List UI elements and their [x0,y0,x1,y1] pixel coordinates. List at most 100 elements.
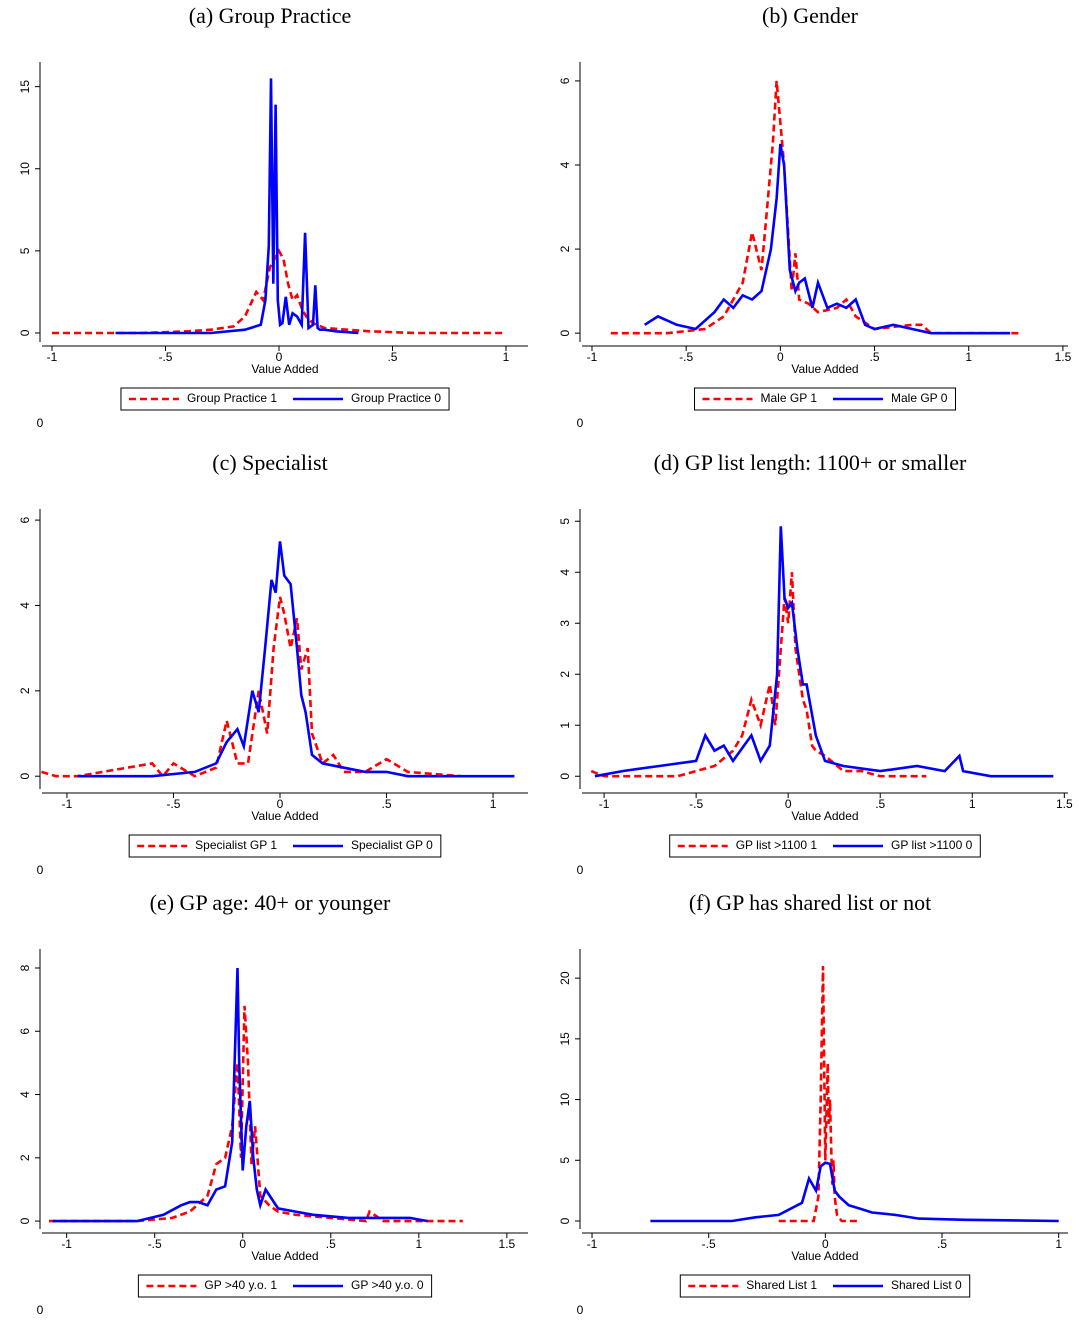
chart-title: (b) Gender [762,3,859,28]
y-tick-label: 6 [558,77,572,84]
density-line [644,143,1011,335]
y-tick-label: 0 [558,1217,572,1224]
x-tick-label: .5 [382,797,392,811]
y-tick-label: 2 [558,245,572,252]
x-tick-label: .5 [326,1237,336,1251]
density-line [52,967,428,1223]
panel: (e) GP age: 40+ or younger 0 2 4 6 8 -1 -.5 0 .5 1… [18,890,528,1317]
legend-box [669,834,981,858]
x-tick-label: -1 [61,1237,72,1251]
x-tick-label: -1 [587,1237,598,1251]
x-tick-label: -.5 [679,350,693,364]
x-tick-label: 1 [965,350,972,364]
panel: (c) Specialist 0 2 4 6 -1 -.5 0 .5 1 Value Added Sp… [18,450,528,877]
legend-label: Specialist GP 0 [351,838,433,852]
y-tick-label: 0 [18,1217,32,1224]
x-axis-label: Value Added [791,362,858,376]
y-tick-label: 3 [558,620,572,627]
panel: (d) GP list length: 1100+ or smaller 0 1 2 3… [558,450,1073,877]
x-tick-label: 0 [822,1237,829,1251]
note: 0 [37,863,44,877]
y-tick-label: 10 [558,1093,572,1107]
y-tick-label: 1 [558,722,572,729]
x-tick-label: .5 [387,350,397,364]
x-tick-label: 0 [785,797,792,811]
x-tick-label: 1.5 [499,1237,516,1251]
legend-label: Male GP 0 [891,391,948,405]
y-tick-label: 4 [18,1091,32,1098]
density-line [49,1005,463,1223]
legend-box [679,1274,971,1298]
x-tick-label: 1 [503,350,510,364]
legend-label: GP >40 y.o. 0 [351,1278,424,1292]
y-tick-label: 4 [18,602,32,609]
density-line [594,526,1054,778]
x-axis-label: Value Added [251,1249,318,1263]
legend: Shared List 1 Shared List 0 [679,1274,971,1298]
x-tick-label: 1 [969,797,976,811]
y-tick-label: 4 [558,161,572,168]
x-tick-label: 1.5 [1055,350,1072,364]
x-axis-label: Value Added [251,362,318,376]
x-tick-label: 0 [239,1237,246,1251]
legend-label: Shared List 1 [746,1278,817,1292]
density-line [115,78,359,335]
x-tick-label: 1 [415,1237,422,1251]
x-tick-label: -.5 [702,1237,716,1251]
density-line [77,541,515,778]
y-tick-label: 8 [18,964,32,971]
legend: GP list >1100 1 GP list >1100 0 [669,834,981,858]
x-tick-label: .5 [875,797,885,811]
x-tick-label: .5 [937,1237,947,1251]
x-tick-label: -.5 [148,1237,162,1251]
note: 0 [577,416,584,430]
density-line [52,248,506,335]
chart-title: (a) Group Practice [189,3,351,28]
chart-title: (e) GP age: 40+ or younger [150,890,391,915]
density-line [650,1161,1059,1223]
legend: GP >40 y.o. 1 GP >40 y.o. 0 [137,1274,433,1298]
legend-label: Group Practice 1 [187,391,277,405]
y-tick-label: 5 [558,1157,572,1164]
note: 0 [37,416,44,430]
x-axis-label: Value Added [791,1249,858,1263]
y-tick-label: 4 [558,569,572,576]
x-tick-label: 0 [777,350,784,364]
legend-label: Shared List 0 [891,1278,962,1292]
x-tick-label: -1 [47,350,58,364]
y-tick-label: 15 [18,80,32,94]
panel: (f) GP has shared list or not05101520-1-… [558,890,1068,1317]
y-tick-label: 5 [558,518,572,525]
chart-title: (c) Specialist [212,450,327,475]
y-tick-label: 2 [18,1154,32,1161]
y-tick-label: 5 [18,247,32,254]
density-line [778,965,861,1223]
x-tick-label: -1 [62,797,73,811]
y-tick-label: 6 [18,516,32,523]
legend: Specialist GP 1 Specialist GP 0 [128,834,442,858]
x-tick-label: 1 [1055,1237,1062,1251]
legend-box [128,834,442,858]
legend-box [137,1274,433,1298]
legend-box [694,387,956,411]
legend-label: GP list >1100 0 [891,838,973,852]
y-tick-label: 6 [18,1028,32,1035]
panel: (b) Gender 0 2 4 6 -1 -.5 0 .5 1 1.5 Value Added Mal… [558,3,1071,430]
legend: Male GP 1 Male GP 0 [694,387,956,411]
panel: (a) Group Practice 0 5 10 15 -1 -.5 0 .5 1 Value A… [18,3,528,430]
y-tick-label: 15 [558,1032,572,1046]
legend: Group Practice 1 Group Practice 0 [120,387,450,411]
density-line [590,572,927,778]
legend-label: Specialist GP 1 [195,838,277,852]
x-tick-label: -.5 [158,350,172,364]
x-tick-label: 1 [490,797,497,811]
note: 0 [577,1303,584,1317]
y-tick-label: 2 [558,671,572,678]
legend-label: GP list >1100 1 [736,838,818,852]
x-tick-label: 0 [276,350,283,364]
y-tick-label: 0 [18,329,32,336]
x-axis-label: Value Added [791,809,858,823]
legend-label: Male GP 1 [761,391,818,405]
y-tick-label: 0 [18,773,32,780]
x-tick-label: .5 [870,350,880,364]
